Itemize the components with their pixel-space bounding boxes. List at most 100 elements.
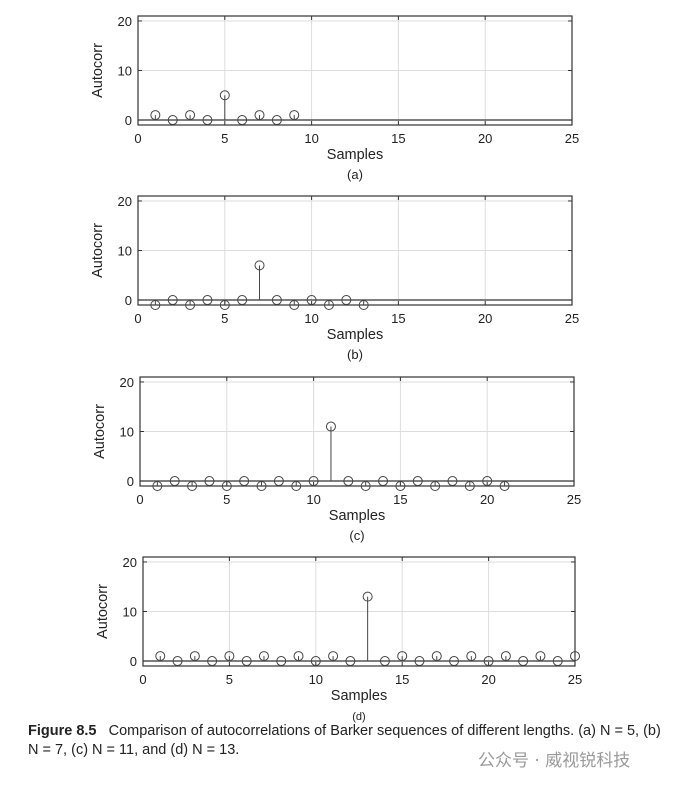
stem-marker	[325, 421, 336, 432]
x-tick-label: 25	[567, 492, 581, 507]
stem-marker	[449, 656, 460, 667]
stem-marker	[207, 656, 218, 667]
stem-marker	[271, 115, 282, 126]
stem-marker	[345, 656, 356, 667]
x-tick-label: 0	[136, 492, 143, 507]
stem-marker	[152, 481, 163, 491]
x-tick-label: 15	[393, 492, 407, 507]
stem-marker	[362, 591, 373, 602]
y-tick-label: 0	[125, 293, 132, 308]
stem-marker	[306, 295, 317, 306]
stem-marker	[289, 300, 300, 310]
stem-marker	[466, 651, 477, 662]
stem-marker	[150, 110, 161, 121]
stem-marker	[518, 656, 529, 667]
stem-marker	[358, 300, 369, 310]
x-tick-label: 25	[565, 131, 579, 146]
y-axis-label: Autocorr	[92, 404, 108, 459]
x-tick-label: 10	[304, 311, 318, 326]
stem-marker	[412, 476, 423, 487]
y-tick-label: 10	[120, 425, 134, 440]
panel-label: (c)	[349, 528, 364, 543]
y-tick-label: 0	[130, 654, 137, 669]
panel-c: 0 5 10 15 20 25 0 10 20 Samples Autocorr (c)	[92, 375, 581, 543]
stem-marker	[204, 476, 215, 487]
stem-marker	[219, 300, 230, 310]
stem-marker	[187, 481, 198, 491]
stem-marker	[237, 115, 248, 126]
stem-marker	[499, 481, 510, 491]
stem-marker	[395, 481, 406, 491]
stem-marker	[241, 656, 252, 667]
caption-label: Figure 8.5	[28, 723, 97, 739]
stem-marker	[397, 651, 408, 662]
y-axis-label: Autocorr	[90, 43, 106, 98]
x-axis-label: Samples	[329, 508, 385, 524]
stem-marker	[500, 651, 511, 662]
x-tick-label: 20	[481, 672, 495, 687]
stem-marker	[430, 481, 441, 491]
x-tick-label: 20	[478, 131, 492, 146]
x-tick-label: 25	[565, 311, 579, 326]
stem-marker	[276, 656, 287, 667]
stem-marker	[169, 476, 180, 487]
x-axis-label: Samples	[327, 147, 383, 163]
x-tick-label: 0	[139, 672, 146, 687]
x-tick-label: 20	[480, 492, 494, 507]
figure-caption: Figure 8.5 Comparison of autocorrelation…	[28, 722, 668, 760]
stem-marker	[308, 476, 319, 487]
stem-marker	[360, 481, 371, 491]
stem-marker	[202, 115, 213, 126]
stem-marker	[378, 476, 389, 487]
x-tick-label: 10	[304, 131, 318, 146]
x-axis-label: Samples	[331, 688, 387, 704]
stem-marker	[431, 651, 442, 662]
x-tick-label: 15	[395, 672, 409, 687]
stem-marker	[328, 651, 339, 662]
stem-marker	[254, 110, 265, 121]
x-tick-label: 5	[221, 311, 228, 326]
stem-marker	[552, 656, 563, 667]
x-tick-label: 20	[478, 311, 492, 326]
y-tick-label: 10	[123, 605, 137, 620]
y-tick-label: 10	[118, 64, 132, 79]
stem-marker	[310, 656, 321, 667]
stem-marker	[185, 300, 196, 310]
stem-marker	[189, 651, 200, 662]
panel-label: (a)	[347, 167, 363, 182]
panel-label: (b)	[347, 347, 363, 362]
axes-box	[139, 376, 575, 487]
stem-marker	[167, 115, 178, 126]
y-tick-label: 20	[120, 375, 134, 390]
stem-marker	[167, 295, 178, 306]
stem-marker	[271, 295, 282, 306]
stem-marker	[273, 476, 284, 487]
stem-marker	[414, 656, 425, 667]
x-tick-label: 15	[391, 131, 405, 146]
stem-marker	[343, 476, 354, 487]
x-tick-label: 5	[221, 131, 228, 146]
stem-marker	[482, 476, 493, 487]
x-tick-label: 5	[223, 492, 230, 507]
stem-marker	[570, 651, 580, 662]
stem-marker	[221, 481, 232, 491]
stem-marker	[185, 110, 196, 121]
panel-label: (d)	[352, 711, 365, 723]
y-tick-label: 20	[118, 194, 132, 209]
stem-marker	[323, 300, 334, 310]
stem-marker	[291, 481, 302, 491]
stem-marker	[254, 260, 265, 271]
axes-box	[137, 15, 573, 126]
stem-marker	[239, 476, 250, 487]
axes-box	[142, 556, 576, 667]
stem-marker	[341, 295, 352, 306]
y-tick-label: 10	[118, 244, 132, 259]
x-tick-label: 10	[306, 492, 320, 507]
stem-marker	[447, 476, 458, 487]
stem-marker	[256, 481, 267, 491]
x-tick-label: 5	[226, 672, 233, 687]
x-tick-label: 0	[134, 131, 141, 146]
panel-d: 0 5 10 15 20 25 0 10 20 Samples Autocorr (d)	[95, 555, 582, 723]
y-tick-label: 0	[125, 113, 132, 128]
